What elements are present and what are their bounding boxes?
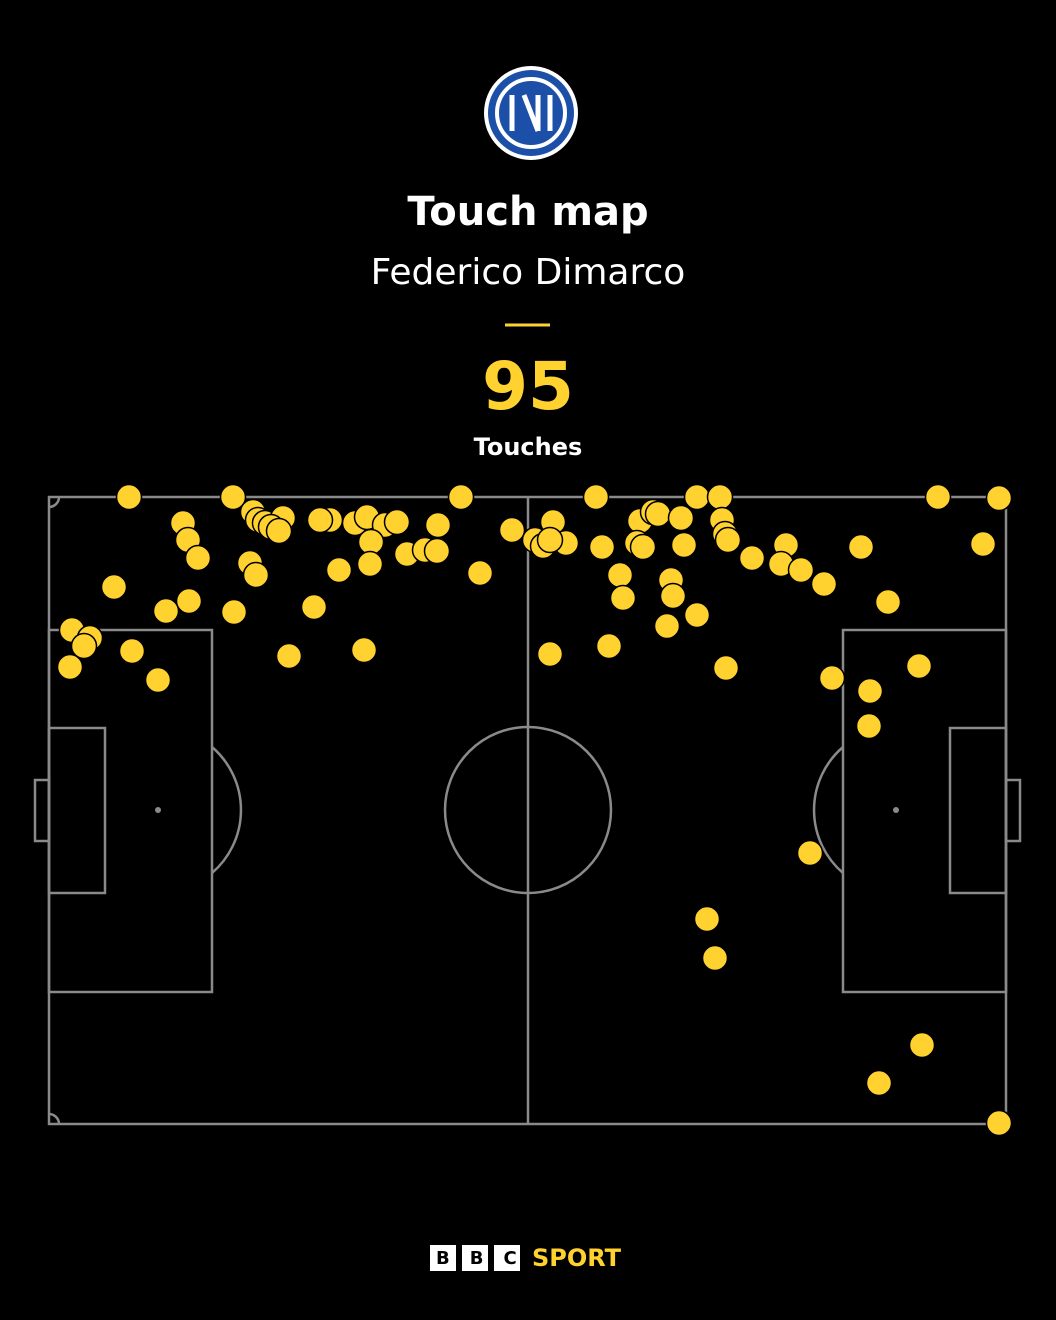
touch-point <box>357 528 385 556</box>
chart-title: Touch map <box>407 189 648 235</box>
touch-point <box>847 533 875 561</box>
touch-point <box>908 1031 936 1059</box>
touch-point <box>714 526 742 554</box>
touch-point <box>115 483 143 511</box>
touch-point <box>644 500 672 528</box>
touch-point <box>356 550 384 578</box>
touch-point <box>924 483 952 511</box>
touch-point <box>536 526 564 554</box>
touch-point <box>424 511 452 539</box>
touch-point <box>670 531 698 559</box>
touch-point <box>100 573 128 601</box>
bbc-sport-logo: BBC SPORT <box>430 1244 622 1272</box>
touch-point <box>874 588 902 616</box>
touch-point <box>220 598 248 626</box>
touch-point <box>629 533 657 561</box>
club-logo <box>484 66 578 160</box>
count-label: Touches <box>474 433 583 461</box>
touch-point <box>969 530 997 558</box>
touch-point <box>588 533 616 561</box>
touch-point <box>810 570 838 598</box>
touch-point <box>865 1069 893 1097</box>
touch-point <box>683 483 711 511</box>
touch-point <box>683 601 711 629</box>
touch-point <box>856 677 884 705</box>
touch-point <box>118 637 146 665</box>
touch-point <box>498 516 526 544</box>
touch-point <box>659 582 687 610</box>
touch-point <box>184 544 212 572</box>
touch-point <box>712 654 740 682</box>
brand: BBC <box>436 1248 537 1269</box>
touch-point <box>985 484 1013 512</box>
touch-point <box>70 632 98 660</box>
touch-point <box>175 587 203 615</box>
touch-point <box>300 593 328 621</box>
touch-point <box>706 483 734 511</box>
touch-point <box>701 944 729 972</box>
touch-point <box>693 905 721 933</box>
chart-subtitle: Federico Dimarco <box>371 252 686 293</box>
touch-point <box>152 597 180 625</box>
touch-point <box>738 544 766 572</box>
section: SPORT <box>532 1244 622 1272</box>
touch-point <box>423 537 451 565</box>
touch-point <box>56 653 84 681</box>
touch-point <box>144 666 172 694</box>
touch-point <box>905 652 933 680</box>
touch-point <box>653 612 681 640</box>
touch-point <box>325 556 353 584</box>
touch-point <box>787 556 815 584</box>
touch-point <box>595 632 623 660</box>
touch-point <box>383 508 411 536</box>
touch-point <box>985 1109 1013 1137</box>
touch-point <box>818 664 846 692</box>
touch-point <box>667 504 695 532</box>
touch-point <box>796 839 824 867</box>
touch-point <box>275 642 303 670</box>
touch-point <box>447 483 475 511</box>
pitch <box>33 495 1022 1126</box>
touch-point <box>219 483 247 511</box>
touch-count: 95 <box>482 348 574 425</box>
touch-point <box>306 506 334 534</box>
touch-point <box>466 559 494 587</box>
touch-point <box>609 584 637 612</box>
touch-point <box>242 561 270 589</box>
touch-point <box>350 636 378 664</box>
touch-point <box>265 517 293 545</box>
touch-point <box>855 712 883 740</box>
touches <box>56 483 1013 1137</box>
touch-point <box>606 561 634 589</box>
touch-point <box>536 640 564 668</box>
touch-point <box>582 483 610 511</box>
